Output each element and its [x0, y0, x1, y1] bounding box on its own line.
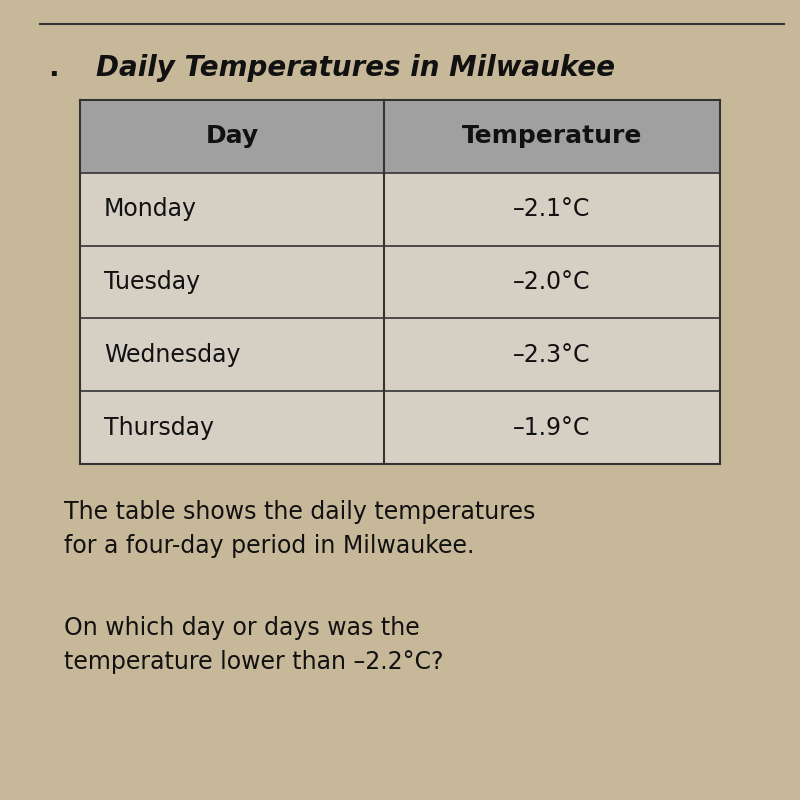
FancyBboxPatch shape [80, 100, 720, 464]
Text: Day: Day [206, 124, 258, 149]
Text: Temperature: Temperature [462, 124, 642, 149]
FancyBboxPatch shape [80, 100, 720, 173]
Text: The table shows the daily temperatures
for a four-day period in Milwaukee.: The table shows the daily temperatures f… [64, 500, 535, 558]
Text: –1.9°C: –1.9°C [514, 416, 590, 439]
Text: Tuesday: Tuesday [104, 270, 200, 294]
Text: Monday: Monday [104, 197, 197, 221]
Text: Daily Temperatures in Milwaukee: Daily Temperatures in Milwaukee [96, 54, 615, 82]
Text: Thursday: Thursday [104, 416, 214, 439]
Text: .: . [48, 54, 58, 82]
Text: On which day or days was the
temperature lower than –2.2°C?: On which day or days was the temperature… [64, 616, 443, 674]
Text: –2.0°C: –2.0°C [514, 270, 590, 294]
Text: –2.1°C: –2.1°C [514, 197, 590, 221]
Text: –2.3°C: –2.3°C [514, 342, 590, 366]
Text: Wednesday: Wednesday [104, 342, 241, 366]
